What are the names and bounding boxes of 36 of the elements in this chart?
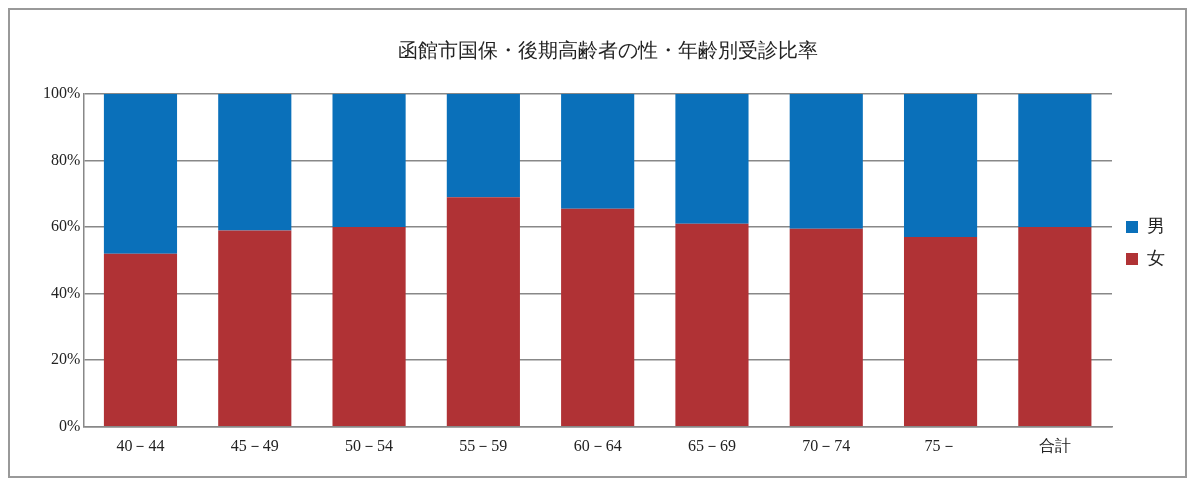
bar [561,208,635,427]
bar [218,230,292,427]
x-tick-label: 70－74 [802,436,851,454]
bar [789,94,863,229]
legend-label: 男 [1147,215,1165,236]
y-tick-label: 0% [59,417,81,434]
bar [675,223,749,427]
x-tick-label: 40－44 [116,436,165,454]
x-tick-label: 45－49 [230,436,279,454]
bar [446,197,520,427]
bar [332,227,406,427]
y-tick-label: 40% [51,283,81,301]
x-tick-label: 50－54 [345,436,394,454]
bar [1018,94,1092,228]
x-tick-label: 合計 [1038,436,1071,454]
bar [675,94,749,224]
bar [103,253,178,427]
bar [789,228,863,427]
y-tick-label: 60% [51,217,81,235]
bar [903,94,978,238]
bar [332,94,406,228]
bar [561,94,635,209]
bar [1018,227,1092,427]
bar [103,94,178,254]
bar [903,237,978,427]
y-tick-label: 80% [51,150,81,168]
chart-title: 函館市国保・後期高齢者の性・年齢別受診比率 [397,39,818,62]
bar [446,94,520,198]
x-tick-label: 65－69 [687,436,736,454]
x-tick-label: 60－64 [573,436,622,454]
y-tick-label: 100% [43,84,81,102]
x-tick-label: 75－ [924,436,957,454]
bar [218,94,292,231]
legend-label: 女 [1147,247,1165,268]
x-tick-label: 55－59 [459,436,508,454]
y-tick-label: 20% [51,350,81,368]
